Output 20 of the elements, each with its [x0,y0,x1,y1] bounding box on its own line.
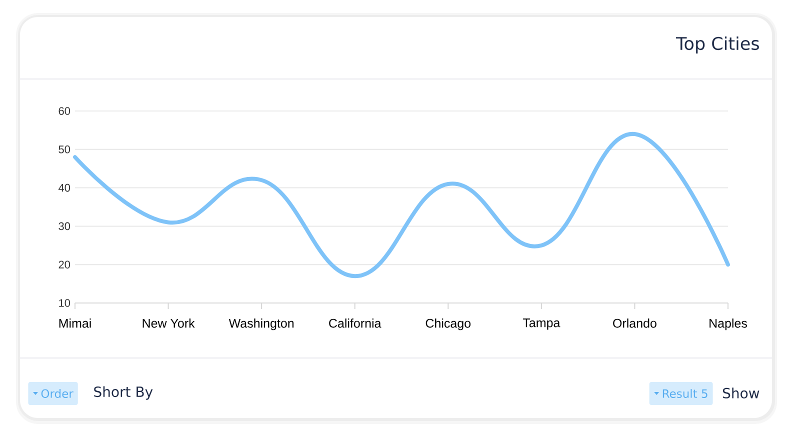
y-tick-label: 20 [58,260,70,268]
x-tick-label: Naples [710,318,747,330]
line-series [73,132,730,278]
y-tick-label: 30 [58,222,70,230]
x-tick-label: Orlando [613,318,656,328]
y-tick-label: 40 [58,184,70,192]
x-tick-label: Chicago [426,318,471,330]
chart-title: Top Cities [676,36,759,54]
text: Show [722,388,760,398]
x-tick-label: Tampa [522,318,560,330]
y-tick-label: 50 [58,146,70,154]
x-tick-label: California [329,318,382,328]
y-tick-label: 60 [58,107,70,115]
x-tick-label: Washington [228,318,294,330]
text: Result 5 [662,389,708,398]
text: Order [41,389,74,398]
x-tick-label: Mimai [59,318,91,328]
text: Short By [94,386,153,400]
y-tick-label: 10 [59,299,70,307]
x-tick-label: New York [142,318,195,328]
